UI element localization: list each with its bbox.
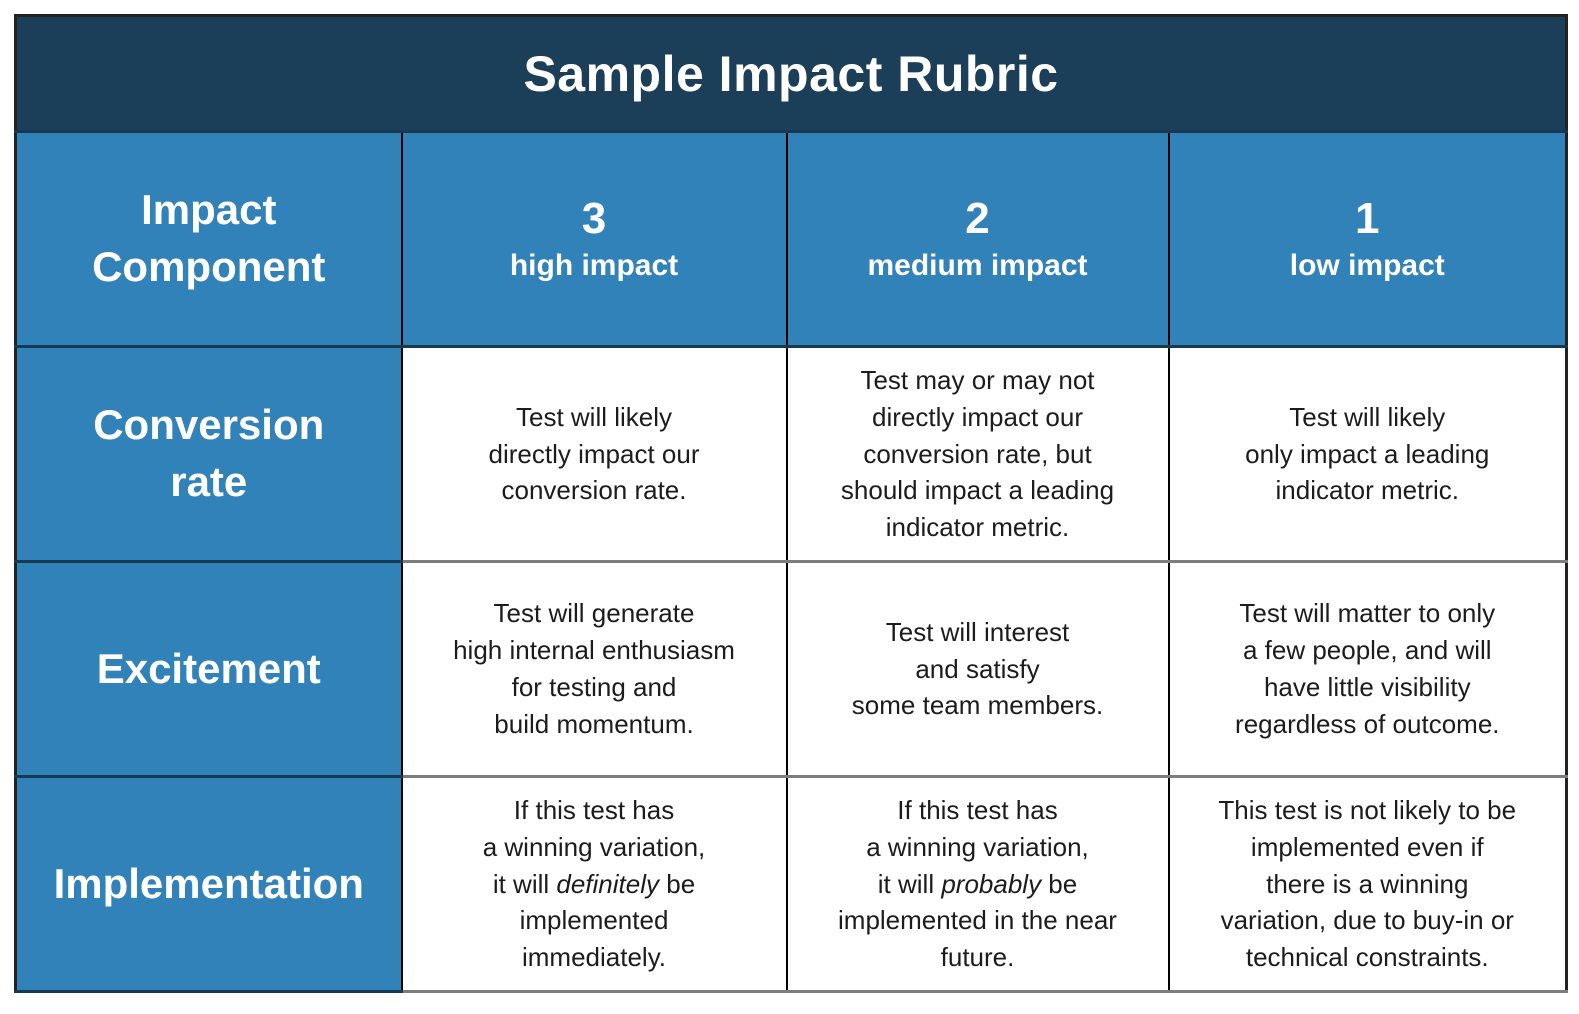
row-header-implementation: Implementation <box>14 775 403 993</box>
impact-rubric-table: Sample Impact Rubric Impact Component 3 h… <box>14 14 1569 993</box>
score-label-medium: medium impact <box>867 249 1088 283</box>
score-value-low: 1 <box>1355 193 1380 243</box>
score-label-low: low impact <box>1289 249 1445 283</box>
cell-conversion-rate-high: Test will likely directly impact our conve… <box>400 345 788 563</box>
table-title: Sample Impact Rubric <box>14 14 1568 133</box>
header-row: Impact Component 3 high impact 2 medium i… <box>14 130 1568 348</box>
title-row: Sample Impact Rubric <box>14 14 1568 133</box>
row-header-excitement: Excitement <box>14 560 403 778</box>
cell-conversion-rate-medium: Test may or may not directly impact our co… <box>785 345 1170 563</box>
corner-header-impact-component: Impact Component <box>14 130 403 348</box>
score-label-high: high impact <box>509 249 679 283</box>
cell-excitement-medium: Test will interest and satisfy some team m… <box>785 560 1170 778</box>
cell-conversion-rate-low: Test will likely only impact a leading ind… <box>1167 345 1568 563</box>
column-header-medium-impact: 2 medium impact <box>785 130 1170 348</box>
cell-implementation-low: This test is not likely to be implemented… <box>1167 775 1568 993</box>
column-header-low-impact: 1 low impact <box>1167 130 1568 348</box>
score-value-medium: 2 <box>965 193 990 243</box>
cell-excitement-high: Test will generate high internal enthusia… <box>400 560 788 778</box>
score-value-high: 3 <box>581 193 607 243</box>
row-excitement: Excitement Test will generate high intern… <box>14 560 1568 778</box>
row-implementation: Implementation If this test has a winning… <box>14 775 1568 993</box>
column-header-high-impact: 3 high impact <box>400 130 788 348</box>
row-header-conversion-rate: Conversion rate <box>14 345 403 563</box>
row-conversion-rate: Conversion rate Test will likely directly … <box>14 345 1568 563</box>
cell-implementation-high: If this test has a winning variation, it w… <box>400 775 788 993</box>
cell-excitement-low: Test will matter to only a few people, an… <box>1167 560 1568 778</box>
cell-implementation-medium: If this test has a winning variation, it w… <box>785 775 1170 993</box>
